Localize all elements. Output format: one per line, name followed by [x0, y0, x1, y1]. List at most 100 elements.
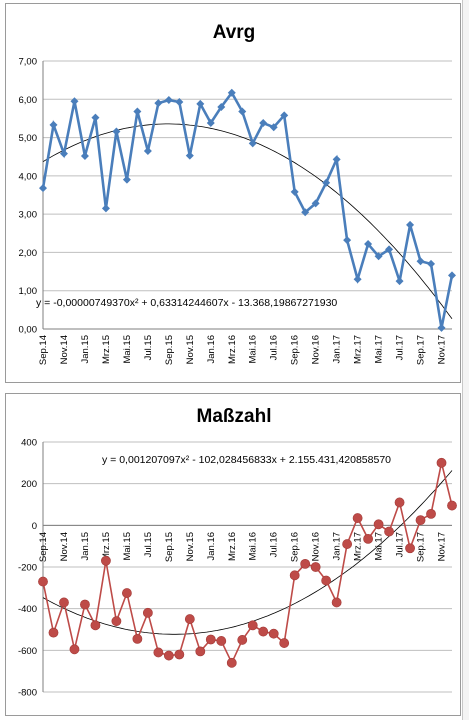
y-tick-label: -400 [18, 604, 37, 615]
data-point [259, 119, 268, 128]
data-series [38, 457, 457, 668]
data-point [121, 588, 132, 598]
data-point [373, 519, 384, 530]
x-tick-label: Nov.17 [437, 335, 448, 364]
data-point [247, 620, 258, 631]
x-tick-label: Jul.17 [395, 335, 406, 360]
x-tick-label: Jan.16 [206, 335, 217, 364]
data-series [39, 88, 456, 332]
data-point [385, 245, 394, 254]
data-point [447, 500, 457, 511]
data-point [101, 204, 110, 213]
x-tick-label: Jul.15 [143, 532, 154, 557]
x-tick-label: Jul.16 [269, 335, 280, 360]
data-point [301, 208, 310, 217]
series-line [41, 90, 454, 329]
masszahl-chart-panel: Maßzahl -800 -600 -400 -200 0 200 400 Sep.14 No… [5, 393, 461, 716]
x-tick-label: Mai.16 [248, 532, 259, 561]
data-point [153, 647, 164, 658]
y-tick-label: 200 [21, 479, 37, 490]
x-tick-label: Jan.15 [80, 532, 91, 561]
x-tick-label: Jan.17 [332, 335, 343, 364]
data-point [352, 513, 363, 523]
data-point [217, 102, 226, 111]
x-tick-label: Sep.17 [416, 335, 427, 365]
data-point [321, 575, 332, 586]
data-point [48, 627, 59, 638]
data-point [268, 628, 279, 639]
x-tick-label: Sep.15 [164, 335, 175, 365]
y-tick-label: 2,00 [19, 248, 38, 259]
data-point [132, 633, 143, 644]
x-tick-label: Sep.14 [38, 335, 49, 365]
data-point [415, 515, 426, 526]
data-point [353, 275, 362, 284]
data-point [448, 271, 456, 280]
x-tick-label: Mrz.17 [353, 335, 364, 364]
data-point [70, 97, 79, 106]
x-tick-label: Mai.17 [374, 335, 385, 364]
x-tick-label: Nov.15 [185, 532, 196, 561]
gridlines [43, 441, 452, 693]
data-point [311, 199, 320, 208]
data-point [290, 187, 299, 196]
y-tick-labels: 0,00 1,00 2,00 3,00 4,00 5,00 6,00 7,00 [19, 57, 38, 336]
data-point [185, 151, 194, 160]
data-point [39, 184, 47, 193]
y-tick-label: 1,00 [19, 286, 38, 297]
data-point [258, 626, 269, 637]
data-point [237, 635, 248, 645]
x-tick-labels: Sep.14 Nov.14 Jan.15 Mrz.15 Mai.15 Jul.15 Sep.… [38, 532, 448, 562]
data-point [280, 111, 289, 120]
data-point [143, 146, 152, 155]
masszahl-chart: Maßzahl -800 -600 -400 -200 0 200 400 Sep.14 No… [18, 406, 457, 699]
data-point [206, 119, 215, 128]
trend-curve [42, 470, 453, 635]
x-tick-label: Sep.15 [164, 532, 175, 562]
data-point [437, 323, 446, 332]
avrg-chart-panel: Avrg 0,00 1,00 2,00 3,00 4,00 5,00 6,00 7,00 Se… [5, 3, 461, 383]
data-point [205, 634, 216, 645]
y-tick-label: 7,00 [19, 57, 38, 68]
x-tick-label: Mai.16 [248, 335, 259, 364]
data-point [269, 123, 278, 132]
x-tick-label: Mai.15 [122, 335, 133, 364]
x-tick-label: Nov.14 [59, 532, 70, 561]
trend-equation: y = 0,001207097x² - 102,028456833x + 2.1… [102, 454, 391, 466]
y-tick-label: 5,00 [19, 133, 38, 144]
x-tick-label: Mrz.16 [227, 532, 238, 561]
x-tick-label: Nov.16 [311, 335, 322, 364]
x-tick-label: Jul.15 [143, 335, 154, 360]
data-point [101, 555, 111, 566]
data-point [342, 539, 353, 549]
data-point [395, 277, 404, 286]
y-tick-label: 0 [32, 521, 37, 532]
x-tick-label: Nov.15 [185, 335, 196, 364]
data-point [427, 259, 436, 268]
x-tick-label: Jan.17 [332, 532, 343, 561]
data-point [436, 457, 447, 468]
data-point [49, 120, 58, 129]
data-point [80, 599, 90, 610]
data-point [80, 151, 89, 160]
data-point [310, 562, 321, 572]
data-point [59, 149, 68, 158]
data-point [416, 257, 425, 266]
data-point [238, 107, 247, 116]
data-point [196, 99, 205, 108]
trendline [42, 123, 453, 320]
y-tick-label: 400 [21, 438, 37, 449]
data-point [227, 88, 236, 97]
data-point [394, 497, 405, 508]
x-tick-label: Sep.16 [290, 335, 301, 365]
data-point [111, 616, 122, 627]
y-tick-label: -600 [18, 646, 37, 657]
x-tick-label: Sep.16 [290, 532, 301, 562]
series-line [42, 462, 453, 665]
data-point [384, 526, 394, 537]
data-point [91, 113, 100, 122]
x-tick-label: Nov.17 [437, 532, 448, 561]
trend-equation: y = -0,00000749370x² + 0,63314244607x - … [36, 297, 337, 309]
data-point [69, 644, 80, 655]
x-tick-label: Jan.15 [80, 335, 91, 364]
